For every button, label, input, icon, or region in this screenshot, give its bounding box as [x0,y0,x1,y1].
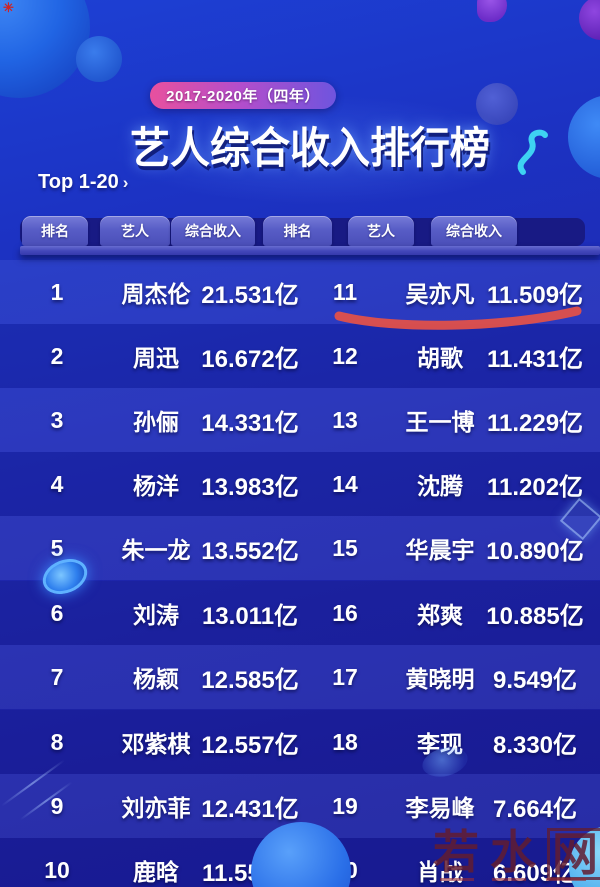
artist-cell: 周杰伦 [121,281,191,307]
income-cell: 11.431亿 [486,345,584,373]
rank-cell: 1 [50,278,64,305]
rank-cell: 11 [332,278,358,305]
rank-cell: 8 [50,728,64,755]
table-row: 6 刘涛 13.011亿 16 郑爽 10.885亿 [0,581,600,645]
sphere-decoration-top-left-small [76,36,122,82]
watermark-char: 若 [433,826,479,878]
table-row: 5 朱一龙 13.552亿 15 华晨宇 10.890亿 [0,516,600,580]
artist-cell: 刘亦菲 [121,795,191,821]
income-cell: 11.509亿 [486,281,584,309]
column-header-income-left: 综合收入 [171,216,255,246]
top-range-text: Top 1-20 [38,171,119,193]
rank-cell: 7 [50,663,64,690]
income-cell: 13.011亿 [201,602,299,630]
income-cell: 11.229亿 [486,409,584,437]
artist-cell: 鹿晗 [133,859,179,885]
rank-cell: 3 [50,406,64,433]
rank-cell: 16 [332,599,358,626]
income-cell: 14.331亿 [201,409,299,437]
rank-cell: 20 [332,856,358,883]
rank-cell: 14 [332,470,358,497]
artist-cell: 周迅 [133,345,179,371]
watermark-subtext-strip [546,878,586,881]
income-cell: 12.557亿 [201,731,299,759]
table-row: 3 孙俪 14.331亿 13 王一博 11.229亿 [0,388,600,452]
income-cell: 13.552亿 [201,537,299,565]
artist-cell: 黄晓明 [405,666,475,692]
artist-cell: 朱一龙 [121,537,191,563]
table-row: 8 邓紫棋 12.557亿 18 李现 8.330亿 [0,710,600,774]
blue-sphere-right-edge [568,95,600,179]
watermark-subtext-strip [492,878,526,881]
income-cell: 11.202亿 [486,473,584,501]
artist-cell: 吴亦凡 [405,281,475,307]
sphere-decoration-top-left [0,0,90,98]
period-banner: 2017-2020年（四年） [150,82,336,109]
rank-cell: 6 [50,599,64,626]
rank-cell: 9 [50,792,64,819]
column-header-artist-left: 艺人 [100,216,170,246]
artist-cell: 孙俪 [133,409,179,435]
rank-cell: 18 [332,728,358,755]
column-header-rank-right: 排名 [263,216,332,246]
table-row: 7 杨颖 12.585亿 17 黄晓明 9.549亿 [0,645,600,709]
rank-cell: 5 [50,534,64,561]
table-row: 2 周迅 16.672亿 12 胡歌 11.431亿 [0,324,600,388]
rank-cell: 15 [332,534,358,561]
watermark-subtext-strip [440,878,474,881]
red-stamp-mark: ✳ [3,0,14,15]
cyan-squiggle-decoration [517,129,548,175]
artist-cell: 李易峰 [405,795,475,821]
artist-cell: 刘涛 [133,602,179,628]
chevron-right-icon: › [122,172,129,192]
income-cell: 7.664亿 [492,795,578,823]
column-header-income-right: 综合收入 [431,216,517,246]
top-range-link[interactable]: Top 1-20 › [38,171,128,194]
income-cell: 12.431亿 [201,795,299,823]
income-cell: 21.531亿 [201,281,299,309]
rank-cell: 10 [44,856,70,883]
artist-cell: 郑爽 [417,602,463,628]
rank-cell: 19 [332,792,358,819]
rank-cell: 12 [332,342,358,369]
artist-cell: 胡歌 [417,345,463,371]
artist-cell: 杨颖 [133,666,179,692]
income-cell: 16.672亿 [201,345,299,373]
page-title: 艺人综合收入排行榜 [130,125,490,173]
income-cell: 13.983亿 [201,473,299,501]
artist-cell: 王一博 [405,409,475,435]
income-cell: 12.585亿 [201,666,299,694]
purple-blob-decoration [477,0,507,22]
income-cell: 10.890亿 [486,537,584,565]
table-row: 4 杨洋 13.983亿 14 沈腾 11.202亿 [0,452,600,516]
purple-sphere-top-right [579,0,600,40]
artist-cell: 华晨宇 [405,537,475,563]
watermark: 若 水 网 [433,828,600,880]
watermark-char-boxed: 网 [547,828,600,880]
artist-cell: 杨洋 [133,473,179,499]
income-cell: 9.549亿 [492,666,578,694]
income-cell: 11.559亿 [201,859,299,887]
column-header-rank-left: 排名 [22,216,88,246]
income-cell: 10.885亿 [486,602,584,630]
income-cell: 8.330亿 [492,731,578,759]
header-ledge [20,246,600,255]
income-cell: 6.609亿 [492,859,578,887]
artist-cell: 邓紫棋 [121,731,191,757]
rank-cell: 17 [332,663,358,690]
column-header-artist-right: 艺人 [348,216,414,246]
period-banner-label: 2017-2020年（四年） [166,88,320,105]
rank-cell: 13 [332,406,358,433]
artist-cell: 沈腾 [417,473,463,499]
table-row: 1 周杰伦 21.531亿 11 吴亦凡 11.509亿 [0,260,600,324]
rank-cell: 2 [50,342,64,369]
rank-cell: 4 [50,470,64,497]
watermark-char: 水 [490,826,536,878]
